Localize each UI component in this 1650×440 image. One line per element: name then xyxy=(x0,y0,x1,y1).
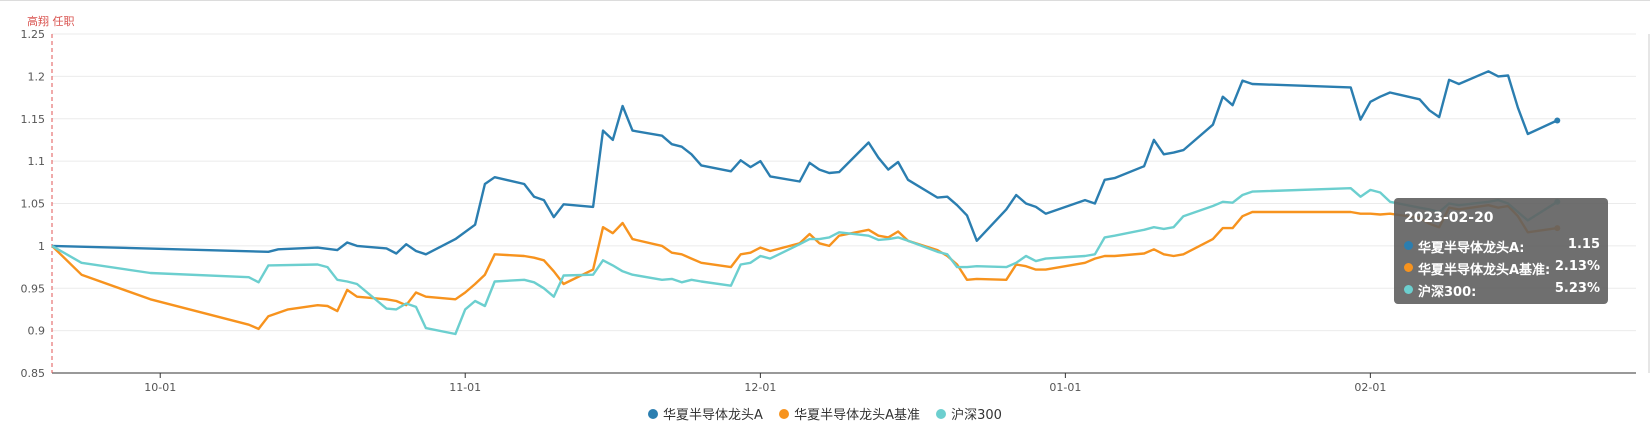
tooltip-fund-dot xyxy=(1404,241,1413,250)
series-line-0[interactable] xyxy=(51,70,1558,256)
tooltip-fund-label: 华夏半导体龙头A: xyxy=(1418,241,1525,256)
y-tick-label: 0.85 xyxy=(21,367,46,380)
legend-item-index[interactable]: 沪深300 xyxy=(936,404,1002,423)
tooltip-benchmark-label: 华夏半导体龙头A基准: xyxy=(1418,263,1551,278)
y-tick-label: 1.15 xyxy=(21,113,46,126)
x-axis-ticks: 10-01 11-01 12-01 01-01 02-01 xyxy=(144,373,1386,394)
tooltip-fund-value: 1.15 xyxy=(1567,237,1600,252)
y-tick-label: 1.2 xyxy=(28,70,46,83)
y-tick-label: 0.95 xyxy=(21,282,46,295)
tooltip-row-index: 沪深300: 5.23% xyxy=(1404,280,1600,300)
y-tick-label: 1.25 xyxy=(21,28,46,41)
chart-tooltip: 2023-02-20 华夏半导体龙头A: 1.15 华夏半导体龙头A基准: 2.… xyxy=(1394,198,1608,304)
legend-item-benchmark[interactable]: 华夏半导体龙头A基准 xyxy=(779,404,920,423)
tooltip-row-benchmark: 华夏半导体龙头A基准: 2.13% xyxy=(1404,258,1600,278)
y-tick-label: 1 xyxy=(38,240,45,253)
x-tick-label: 01-01 xyxy=(1049,381,1081,394)
series-lines[interactable] xyxy=(51,70,1558,336)
tooltip-benchmark-dot xyxy=(1404,263,1413,272)
x-tick-label: 02-01 xyxy=(1354,381,1386,394)
top-border xyxy=(0,0,1650,1)
y-tick-label: 0.9 xyxy=(28,325,46,338)
grid-lines xyxy=(52,33,1636,332)
tooltip-date: 2023-02-20 xyxy=(1404,210,1494,226)
legend-fund-dot xyxy=(648,408,659,419)
x-tick-label: 12-01 xyxy=(744,381,776,394)
tooltip-index-value: 5.23% xyxy=(1554,281,1600,296)
chart-legend: 华夏半导体龙头A 华夏半导体龙头A基准 沪深300 xyxy=(0,404,1650,423)
tooltip-benchmark-value: 2.13% xyxy=(1554,259,1600,274)
y-axis-ticks: 1.25 1.2 1.15 1.1 1.05 1 0.95 0.9 0.85 xyxy=(21,28,46,380)
y-tick-label: 1.05 xyxy=(21,198,46,211)
legend-fund-label: 华夏半导体龙头A xyxy=(663,408,763,423)
x-tick-label: 10-01 xyxy=(144,381,176,394)
legend-index-label: 沪深300 xyxy=(951,408,1002,423)
series-endpoint-0 xyxy=(1554,117,1561,124)
series-line-2[interactable] xyxy=(51,187,1558,336)
legend-item-fund[interactable]: 华夏半导体龙头A xyxy=(648,404,763,423)
x-tick-label: 11-01 xyxy=(449,381,481,394)
manager-label: 高翔 任职 xyxy=(27,14,75,28)
y-tick-label: 1.1 xyxy=(28,155,46,168)
legend-benchmark-label: 华夏半导体龙头A基准 xyxy=(794,408,920,423)
legend-index-dot xyxy=(936,408,947,419)
tooltip-index-dot xyxy=(1404,285,1413,294)
tooltip-index-label: 沪深300: xyxy=(1418,285,1477,300)
tooltip-row-fund: 华夏半导体龙头A: 1.15 xyxy=(1404,236,1600,256)
series-line-1[interactable] xyxy=(51,204,1558,331)
manager-annotation: 高翔 任职 xyxy=(27,14,75,373)
legend-benchmark-dot xyxy=(779,408,790,419)
